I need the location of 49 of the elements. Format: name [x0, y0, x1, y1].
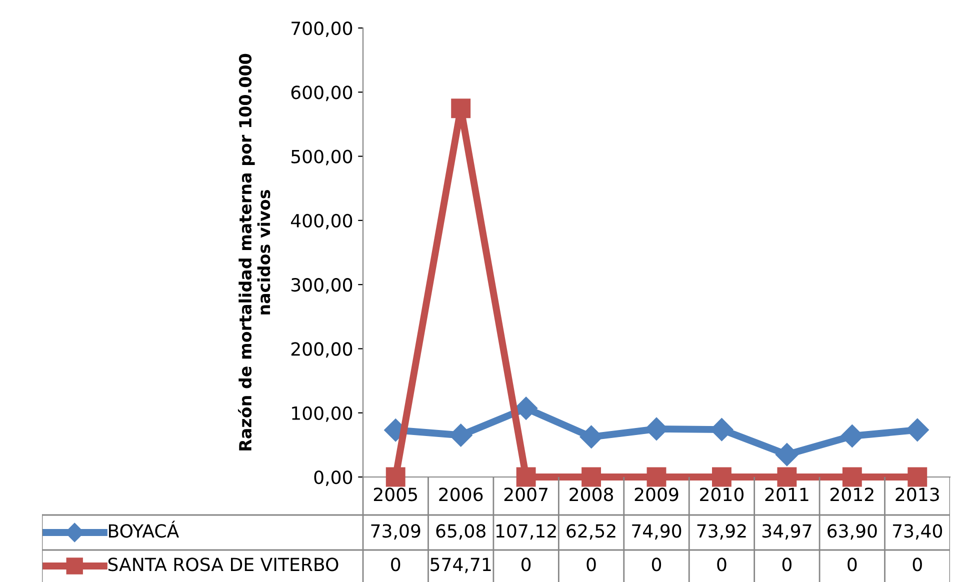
data-label: 34,97	[762, 524, 812, 540]
data-label: 0	[586, 558, 596, 572]
data-label: 0	[391, 558, 400, 572]
data-label: 0	[848, 558, 857, 572]
point	[775, 443, 798, 466]
point	[451, 98, 471, 118]
data-label: 73,40	[893, 524, 942, 540]
y-tick-label: 400,00	[290, 214, 352, 230]
x-tick-label: 2010	[700, 488, 744, 502]
x-tick-label: 2008	[570, 488, 614, 502]
data-label: 62,52	[566, 524, 616, 540]
point	[516, 467, 536, 487]
x-tick-label: 2009	[634, 488, 678, 502]
x-tick-label: 2013	[896, 488, 939, 502]
legend-label: SANTA ROSA DE VITERBO	[108, 558, 338, 572]
y-axis-title: Razón de mortalidad materna por 100.000 nacidos vivos	[238, 54, 270, 450]
data-label: 0	[717, 558, 726, 572]
y-tick-label: 600,00	[291, 86, 352, 102]
data-label: 63,90	[828, 524, 877, 540]
point	[777, 467, 797, 487]
data-label: 574,71	[430, 558, 491, 574]
y-tick-label: 200,00	[291, 342, 352, 358]
point	[842, 467, 862, 487]
point	[580, 425, 603, 448]
data-label: 0	[522, 558, 531, 572]
x-tick-label: 2007	[504, 488, 548, 502]
data-label: 0	[782, 558, 792, 572]
x-tick-label: 2012	[830, 488, 874, 502]
point	[712, 467, 732, 487]
data-label: 73,92	[697, 524, 746, 540]
y-tick-label: 300,00	[291, 278, 352, 294]
legend-label: BOYACÁ	[108, 520, 179, 538]
data-label: 73,09	[371, 524, 420, 540]
x-tick-label: 2005	[374, 488, 418, 502]
y-tick-label: 100,00	[292, 406, 352, 422]
data-label: 0	[912, 558, 922, 572]
data-label: 74,90	[632, 524, 682, 540]
data-label: 0	[652, 558, 662, 572]
y-tick-label: 500,00	[291, 150, 352, 166]
y-tick-label: 700,00	[292, 21, 352, 37]
x-tick-label: 2006	[439, 488, 483, 502]
x-tick-label: 2011	[765, 488, 808, 502]
point	[582, 467, 601, 487]
data-label: 107,12	[496, 524, 556, 540]
point	[646, 467, 666, 487]
data-label: 65,08	[436, 524, 486, 540]
point	[908, 467, 928, 487]
y-tick-label: 0,00	[314, 470, 352, 486]
point	[386, 467, 406, 487]
